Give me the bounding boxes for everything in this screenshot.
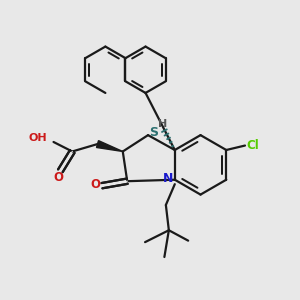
Text: Cl: Cl [247,139,260,152]
Text: O: O [54,171,64,184]
Polygon shape [97,141,123,152]
Text: S: S [149,126,158,139]
Text: OH: OH [28,133,47,143]
Text: H: H [158,119,167,129]
Text: N: N [163,172,173,185]
Text: O: O [90,178,100,191]
